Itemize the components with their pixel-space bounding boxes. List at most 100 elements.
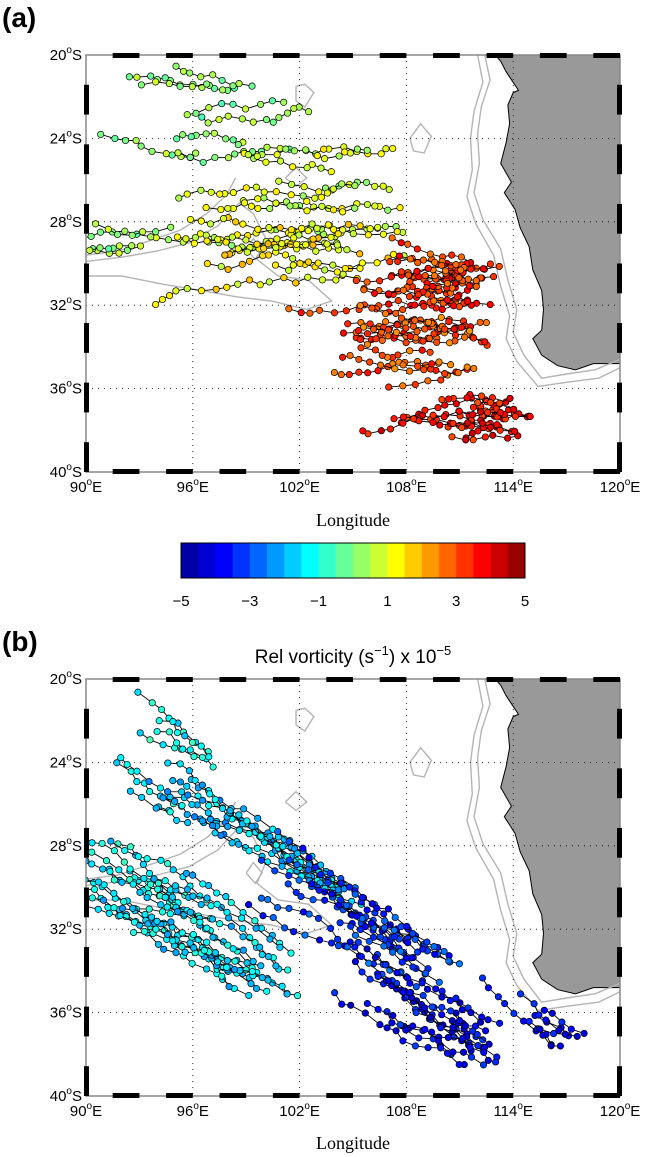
eddy-point (266, 832, 274, 841)
eddy-point (393, 969, 401, 977)
eddy-point (305, 854, 313, 862)
eddy-point (178, 943, 186, 951)
eddy-point (165, 80, 173, 88)
eddy-point (155, 717, 163, 725)
y-tick-label: 20oS (50, 669, 82, 688)
eddy-point (365, 937, 373, 945)
eddy-point (297, 309, 305, 317)
eddy-point (186, 939, 194, 947)
eddy-point (414, 291, 422, 299)
frame-segment (84, 382, 89, 413)
eddy-point (448, 251, 456, 259)
eddy-point (420, 366, 428, 374)
eddy-point (117, 754, 125, 762)
eddy-point (191, 233, 199, 242)
eddy-point (454, 369, 462, 377)
eddy-point (381, 310, 390, 318)
eddy-point (358, 968, 366, 976)
eddy-point (389, 144, 397, 153)
eddy-point (260, 188, 268, 196)
eddy-point (147, 233, 155, 241)
eddy-point (174, 149, 182, 157)
eddy-point (183, 782, 191, 790)
eddy-point (32, 239, 38, 245)
eddy-point (179, 67, 188, 75)
eddy-point (289, 163, 297, 171)
eddy-point (363, 906, 371, 914)
eddy-point (339, 208, 347, 216)
eddy-point (203, 938, 211, 946)
frame-segment (433, 1093, 460, 1098)
eddy-point (431, 258, 439, 266)
eddy-point (104, 225, 112, 233)
eddy-point (441, 325, 449, 333)
eddy-point (100, 881, 108, 889)
eddy-point (245, 901, 253, 909)
eddy-point (145, 905, 153, 913)
frame-segment (617, 827, 622, 858)
eddy-point (147, 880, 155, 888)
eddy-point (450, 302, 458, 310)
eddy-point (188, 83, 196, 91)
eddy-point (496, 426, 504, 434)
eddy-point (484, 1056, 492, 1064)
eddy-point (252, 924, 260, 932)
eddy-point (368, 900, 376, 908)
eddy-point (110, 876, 118, 884)
eddy-point (438, 261, 446, 269)
eddy-point (542, 1016, 550, 1024)
eddy-point (438, 993, 446, 1001)
eddy-point (399, 382, 407, 390)
eddy-point (364, 369, 372, 377)
eddy-point (405, 292, 414, 301)
eddy-point (437, 313, 445, 322)
eddy-point (430, 297, 438, 305)
eddy-point (397, 268, 406, 276)
eddy-point (351, 943, 359, 951)
eddy-point (302, 146, 310, 154)
eddy-point (404, 271, 412, 279)
eddy-point (264, 251, 273, 259)
eddy-point (402, 339, 410, 347)
eddy-point (242, 184, 250, 192)
eddy-point (438, 987, 446, 995)
eddy-point (455, 407, 463, 415)
eddy-point (186, 215, 195, 224)
eddy-point (219, 804, 227, 813)
eddy-point (289, 261, 297, 269)
eddy-track (92, 897, 288, 995)
eddy-point (189, 930, 197, 939)
eddy-point (205, 753, 213, 761)
eddy-point (359, 893, 367, 901)
eddy-point (393, 321, 401, 329)
colorbar-tick-label: 3 (452, 593, 460, 610)
eddy-point (128, 242, 136, 250)
eddy-point (224, 112, 232, 120)
eddy-point (88, 860, 96, 868)
colorbar-tick-label: 1 (383, 593, 391, 610)
eddy-point (211, 949, 219, 957)
eddy-point (295, 876, 303, 884)
x-tick-label: 90oE (70, 477, 102, 496)
eddy-point (320, 145, 328, 153)
eddy-point (198, 83, 206, 91)
eddy-point (363, 278, 371, 286)
eddy-point (379, 230, 387, 238)
frame-segment (617, 203, 622, 234)
eddy-point (318, 276, 326, 284)
eddy-point (134, 688, 142, 696)
eddy-point (414, 362, 422, 370)
colorbar-bin (507, 543, 526, 578)
eddy-point (327, 924, 335, 932)
eddy-point (88, 839, 96, 847)
eddy-point (477, 392, 486, 400)
frame-segment (617, 323, 622, 353)
eddy-point (539, 1031, 547, 1039)
eddy-point (245, 991, 253, 1000)
eddy-track (207, 251, 361, 270)
eddy-point (489, 431, 497, 439)
eddy-point (284, 880, 292, 888)
eddy-point (281, 251, 290, 259)
eddy-point (67, 247, 73, 253)
